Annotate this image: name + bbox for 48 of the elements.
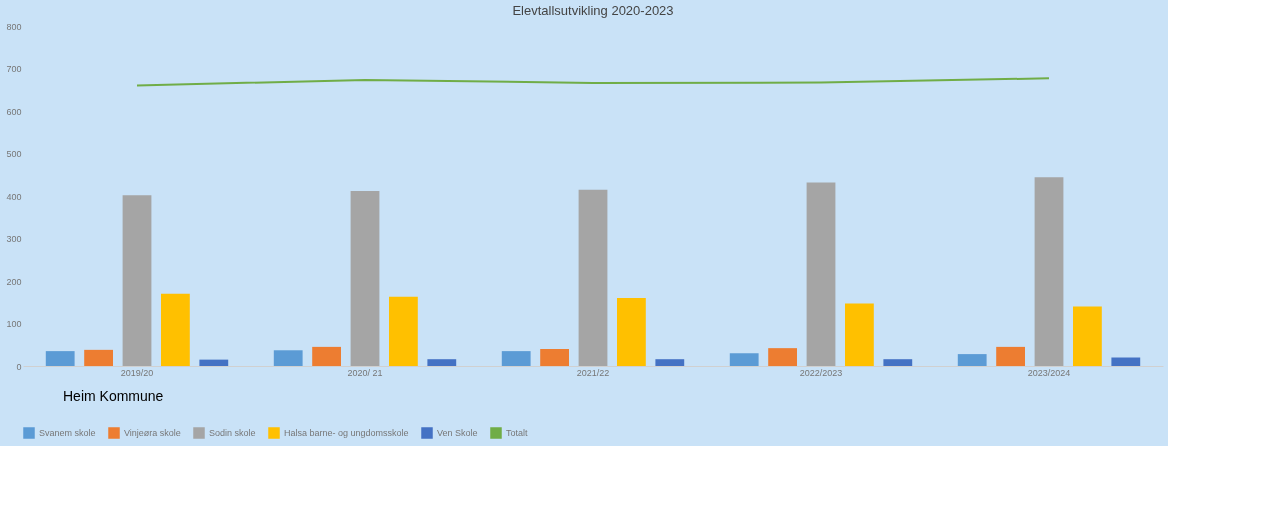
bar bbox=[161, 293, 190, 366]
bar bbox=[501, 351, 531, 366]
bar bbox=[540, 349, 569, 366]
y-tick-label: 200 bbox=[6, 276, 22, 287]
legend-label: Svanem skole bbox=[39, 428, 96, 438]
bar bbox=[45, 351, 75, 366]
bar bbox=[617, 298, 646, 366]
bar bbox=[1034, 177, 1064, 366]
chart-title: Elevtallsutvikling 2020-2023 bbox=[512, 3, 674, 18]
bar bbox=[1111, 357, 1141, 366]
bar bbox=[273, 350, 303, 366]
legend-label: Ven Skole bbox=[437, 428, 478, 438]
x-tick-label: 2023/2024 bbox=[1027, 367, 1071, 378]
bar bbox=[655, 359, 685, 366]
bar bbox=[122, 195, 152, 366]
y-tick-label: 300 bbox=[6, 234, 22, 244]
bar bbox=[883, 359, 913, 366]
bar bbox=[957, 354, 987, 366]
y-tick-label: 600 bbox=[6, 106, 22, 117]
bar bbox=[84, 349, 113, 366]
bar bbox=[845, 303, 874, 366]
x-tick-label: 2019/20 bbox=[120, 367, 154, 378]
bar bbox=[389, 296, 418, 366]
legend-label: Vinjeøra skole bbox=[124, 428, 181, 438]
bar bbox=[768, 348, 797, 366]
bar bbox=[312, 346, 341, 366]
bar bbox=[199, 359, 229, 366]
bar bbox=[1073, 306, 1102, 366]
y-tick-label: 700 bbox=[6, 64, 22, 74]
y-tick-label: 500 bbox=[6, 149, 22, 159]
x-tick-label: 2022/2023 bbox=[799, 367, 843, 378]
x-tick-label: 2021/22 bbox=[576, 367, 610, 378]
legend-label: Sodin skole bbox=[209, 428, 256, 438]
y-tick-label: 100 bbox=[6, 319, 22, 329]
line-series bbox=[136, 77, 1050, 87]
bar bbox=[578, 189, 608, 366]
bar bbox=[996, 346, 1025, 366]
y-tick-label: 0 bbox=[16, 361, 22, 372]
bar bbox=[806, 182, 836, 366]
y-tick-label: 800 bbox=[6, 21, 22, 32]
legend-label: Halsa barne- og ungdomsskole bbox=[284, 428, 409, 438]
x-tick-label: 2020/ 21 bbox=[347, 367, 383, 378]
bar bbox=[427, 359, 457, 366]
bar bbox=[350, 190, 380, 366]
bar bbox=[729, 353, 759, 366]
legend-label: Totalt bbox=[506, 428, 529, 438]
text: Heim Kommune bbox=[63, 388, 164, 404]
y-tick-label: 400 bbox=[6, 191, 22, 202]
